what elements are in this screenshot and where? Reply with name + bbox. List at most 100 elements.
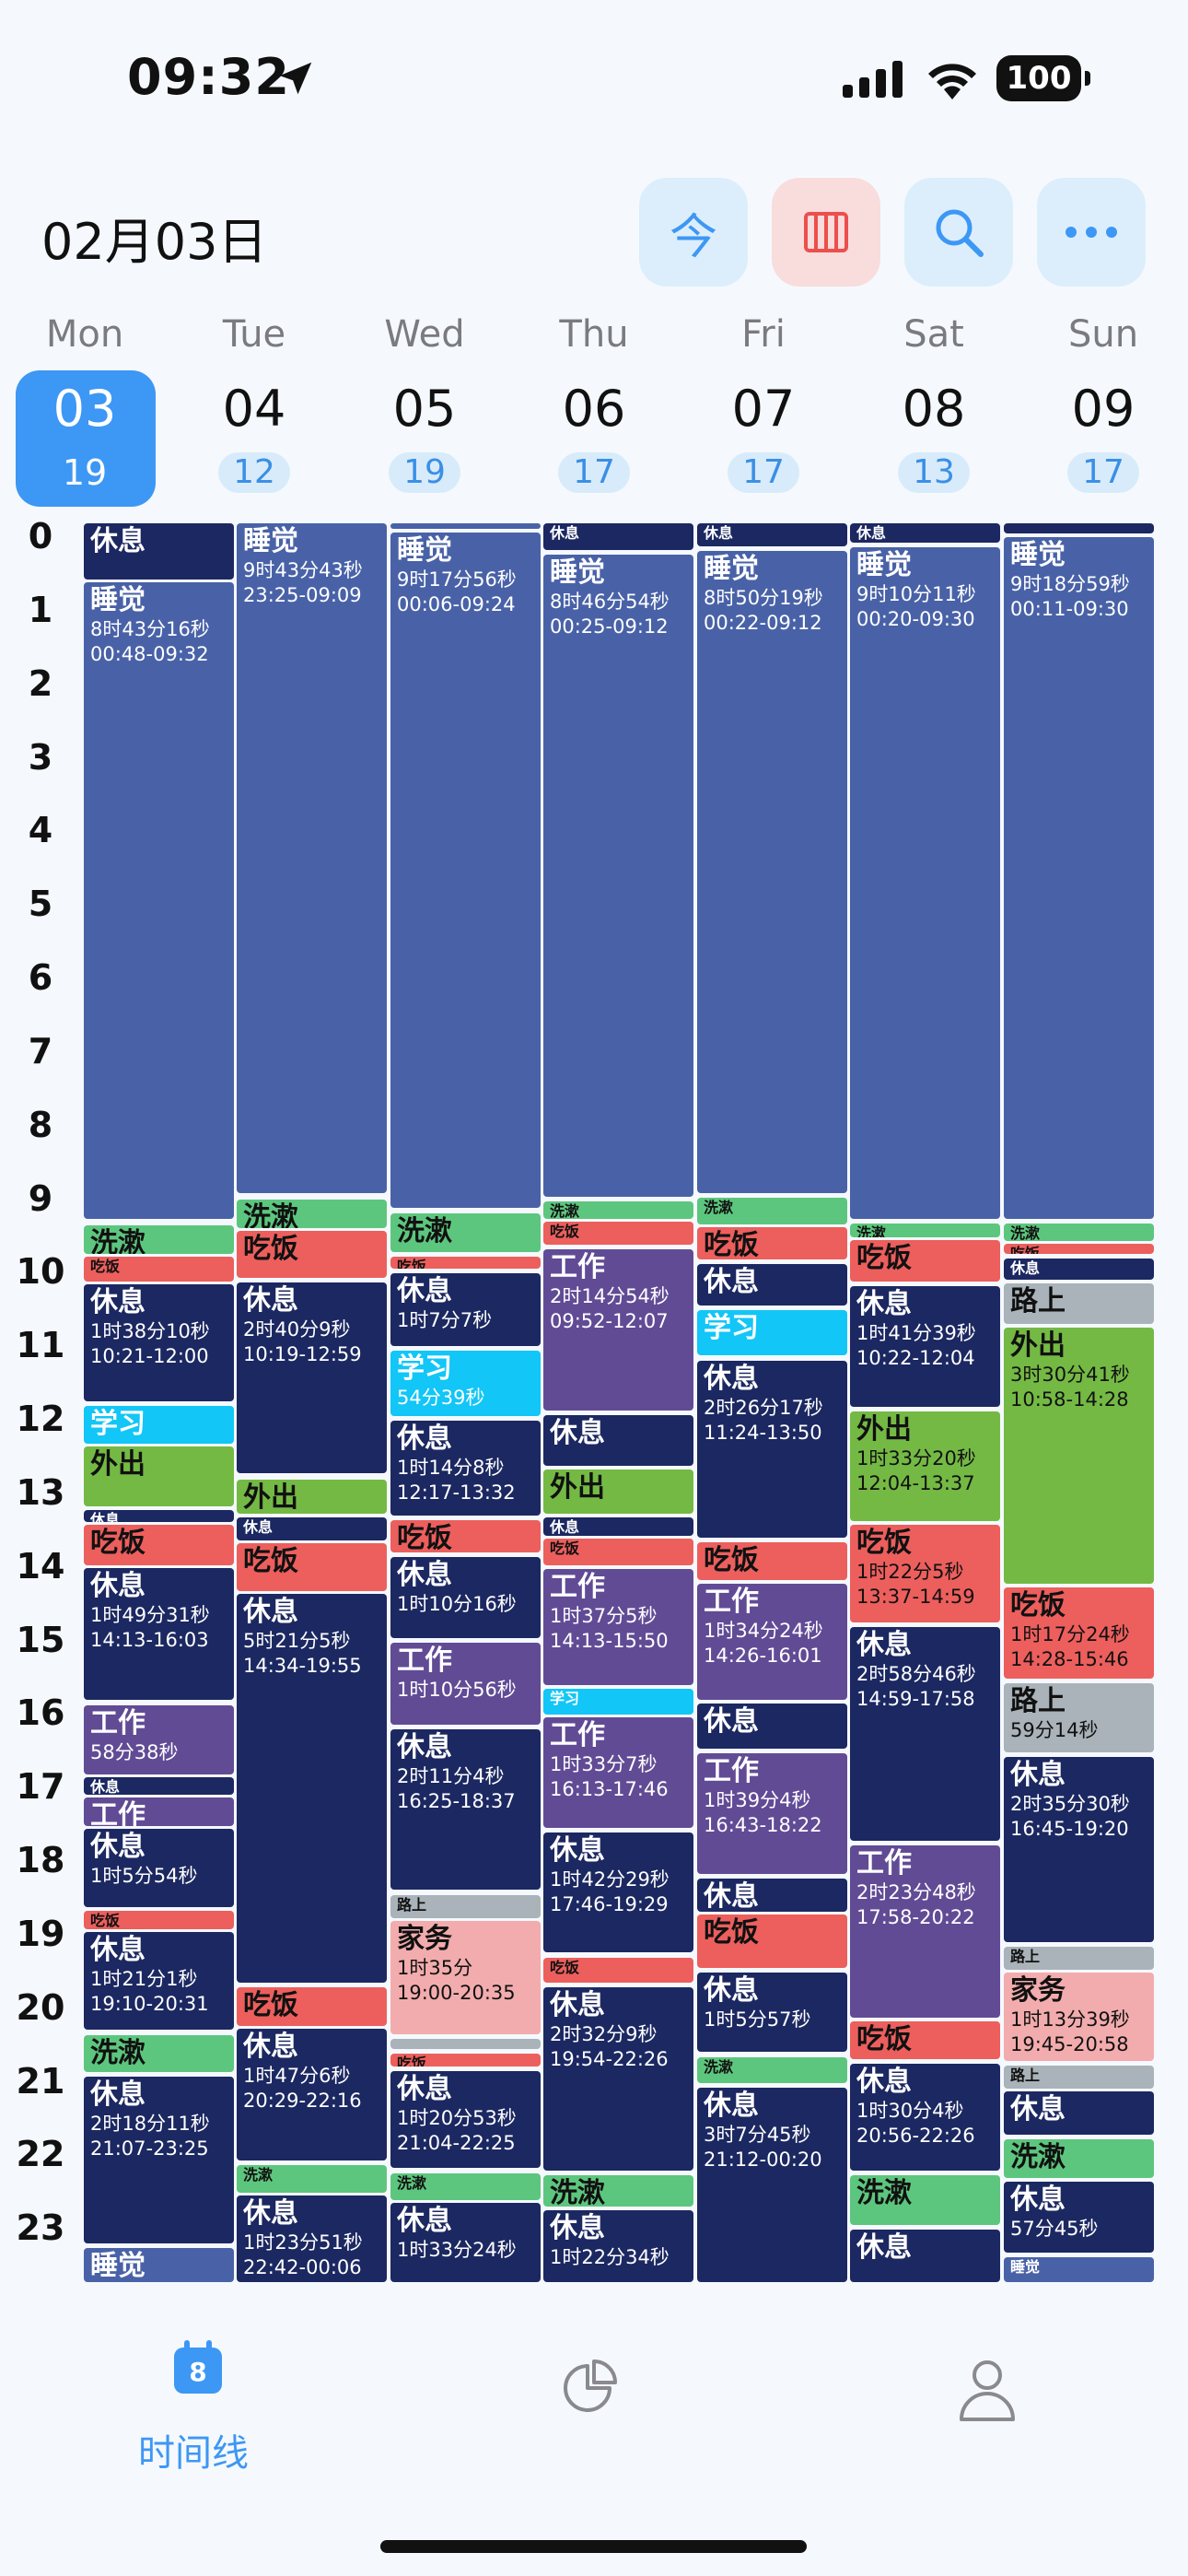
event-block-work[interactable]: 工作 1时34分24秒 14:26-16:01 [697,1584,847,1700]
tab-statistics[interactable] [553,2349,635,2432]
event-block-sleep[interactable]: 睡觉 9时43分43秒 23:25-09:09 [237,523,387,1194]
event-block-work[interactable]: 工作 2时23分48秒 17:58-20:22 [850,1844,1000,2018]
day-date[interactable]: 04 [222,380,286,438]
event-block-wash[interactable]: 洗漱 [543,1201,693,1220]
event-block-study[interactable]: 学习 54分39秒 [390,1351,541,1416]
event-block-sleep[interactable]: 睡觉 8时43分16秒 00:48-09:32 [84,581,234,1220]
day-date[interactable]: 05 [392,380,457,438]
event-block-wash[interactable]: 洗漱 [543,2175,693,2207]
event-block-rest[interactable]: 休息 [697,1878,847,1913]
event-block-rest[interactable]: 休息 3时7分45秒 21:12-00:20 [697,2088,847,2282]
event-block-wash[interactable]: 洗漱 [237,1200,387,1228]
event-block-rest[interactable]: 休息 [543,1517,693,1536]
event-block-rest[interactable]: 休息 [850,2230,1000,2282]
event-block-eat[interactable]: 吃饭 [850,2021,1000,2060]
event-block-eat[interactable]: 吃饭 [543,1222,693,1246]
event-block-rest[interactable]: 休息 1时49分31秒 14:13-16:03 [84,1567,234,1700]
event-block-out[interactable]: 外出 [543,1469,693,1514]
event-block-rest[interactable]: 休息 [1004,2091,1154,2136]
event-block-eat[interactable]: 吃饭 1时17分24秒 14:28-15:46 [1004,1587,1154,1680]
event-block-chores[interactable]: 家务 1时35分 19:00-20:35 [390,1920,541,2034]
event-block-eat[interactable]: 吃饭 [543,1538,693,1565]
day-date[interactable]: 07 [731,380,796,438]
event-block-work[interactable]: 工作 1时33分7秒 16:13-17:46 [543,1716,693,1829]
event-block-rest[interactable]: 休息 [84,1510,234,1523]
event-block-rest[interactable] [1004,523,1154,533]
event-block-eat[interactable]: 吃饭 [697,1914,847,1969]
event-block-rest[interactable]: 休息 1时14分8秒 12:17-13:32 [390,1420,541,1516]
event-block-rest[interactable]: 休息 2时35分30秒 16:45-19:20 [1004,1756,1154,1943]
event-block-rest[interactable]: 休息 2时58分46秒 14:59-17:58 [850,1626,1000,1841]
event-block-rest[interactable]: 休息 57分45秒 [1004,2182,1154,2254]
tab-timeline[interactable]: 8 [138,2340,258,2488]
event-block-rest[interactable]: 休息 [543,1415,693,1466]
event-block-rest[interactable]: 休息 1时33分24秒 [390,2202,541,2282]
event-block-rest[interactable]: 休息 1时10分16秒 [390,1556,541,1639]
event-block-rest[interactable]: 休息 1时7分7秒 [390,1273,541,1346]
event-block-wash[interactable]: 洗漱 [697,1198,847,1224]
event-block-rest[interactable]: 休息 [697,1704,847,1750]
event-block-study[interactable]: 学习 [697,1310,847,1356]
more-button[interactable] [1037,178,1146,287]
event-block-rest[interactable]: 休息 1时22分34秒 [543,2210,693,2282]
event-block-rest[interactable]: 休息 [697,1263,847,1306]
event-block-wash[interactable]: 洗漱 [1004,1224,1154,1242]
event-block-rest[interactable]: 休息 [84,523,234,580]
event-block-sleep[interactable]: 睡觉 9时10分11秒 00:20-09:30 [850,546,1000,1220]
event-block-work[interactable]: 工作 1时37分5秒 14:13-15:50 [543,1569,693,1685]
event-block-sleep[interactable]: 睡觉 [84,2248,234,2282]
event-block-road[interactable]: 路上 [1004,2066,1154,2090]
event-block-rest[interactable]: 休息 1时20分53秒 21:04-22:25 [390,2071,541,2169]
event-block-rest[interactable]: 休息 1时42分29秒 17:46-19:29 [543,1832,693,1953]
event-block-wash[interactable]: 洗漱 [84,2034,234,2073]
event-block-rest[interactable]: 休息 [850,523,1000,543]
event-block-wash[interactable]: 洗漱 [850,1224,1000,1238]
event-block-work[interactable]: 工作 58分38秒 [84,1704,234,1775]
event-block-chores[interactable]: 家务 1时13分39秒 19:45-20:58 [1004,1972,1154,2062]
event-block-road[interactable] [390,2038,541,2049]
event-block-rest[interactable]: 休息 [697,523,847,546]
event-block-study[interactable]: 学习 [543,1689,693,1715]
event-block-sleep[interactable]: 睡觉 9时17分56秒 00:06-09:24 [390,532,541,1209]
event-block-sleep[interactable]: 睡觉 8时46分54秒 00:25-09:12 [543,554,693,1198]
event-block-rest[interactable]: 休息 2时11分4秒 16:25-18:37 [390,1729,541,1891]
event-block-eat[interactable]: 吃饭 [697,1227,847,1260]
event-block-out[interactable]: 外出 3时30分41秒 10:58-14:28 [1004,1328,1154,1584]
event-block-eat[interactable]: 吃饭 [390,1519,541,1553]
event-block-road[interactable]: 路上 [1004,1946,1154,1970]
event-block-wash[interactable]: 洗漱 [390,1212,541,1253]
event-block-wash[interactable]: 洗漱 [697,2056,847,2084]
event-block-rest[interactable]: 休息 1时21分1秒 19:10-20:31 [84,1931,234,2031]
event-block-wash[interactable]: 洗漱 [1004,2138,1154,2178]
event-block-rest[interactable]: 休息 2时18分11秒 21:07-23:25 [84,2077,234,2243]
event-block-rest[interactable]: 休息 1时47分6秒 20:29-22:16 [237,2029,387,2161]
event-block-eat[interactable]: 吃饭 [84,1525,234,1565]
event-block-eat[interactable]: 吃饭 [390,2053,541,2067]
event-block-rest[interactable]: 休息 1时5分57秒 [697,1972,847,2053]
event-block-sleep[interactable]: 睡觉 [1004,2256,1154,2282]
event-block-rest[interactable]: 休息 [543,523,693,550]
event-block-rest[interactable]: 休息 [1004,1258,1154,1280]
event-block-road[interactable]: 路上 59分14秒 [1004,1682,1154,1753]
event-block-wash[interactable]: 洗漱 [237,2164,387,2193]
event-block-rest[interactable]: 休息 2时26分17秒 11:24-13:50 [697,1360,847,1539]
event-block-rest[interactable]: 休息 [237,1517,387,1541]
event-block-work[interactable]: 工作 1时39分4秒 16:43-18:22 [697,1752,847,1874]
event-block-rest[interactable]: 休息 1时23分51秒 22:42-00:06 [237,2195,387,2282]
tab-profile[interactable] [949,2349,1031,2432]
event-block-eat[interactable]: 吃饭 [237,1986,387,2027]
event-block-eat[interactable]: 吃饭 [697,1541,847,1580]
event-block-rest[interactable]: 休息 [84,1777,234,1795]
event-block-out[interactable]: 外出 1时33分20秒 12:04-13:37 [850,1411,1000,1521]
day-date[interactable]: 08 [902,380,966,438]
event-block-study[interactable]: 学习 [84,1406,234,1444]
event-block-wash[interactable]: 洗漱 [850,2175,1000,2225]
event-block-rest[interactable]: 休息 2时40分9秒 10:19-12:59 [237,1282,387,1473]
event-block-rest[interactable]: 休息 1时30分4秒 20:56-22:26 [850,2063,1000,2171]
event-block-work[interactable]: 工作 2时14分54秒 09:52-12:07 [543,1248,693,1411]
event-block-road[interactable]: 路上 [390,1894,541,1918]
event-block-eat[interactable]: 吃饭 [84,1911,234,1929]
column-view-button[interactable] [772,178,880,287]
search-button[interactable] [904,178,1013,287]
event-block-out[interactable]: 外出 [237,1479,387,1514]
